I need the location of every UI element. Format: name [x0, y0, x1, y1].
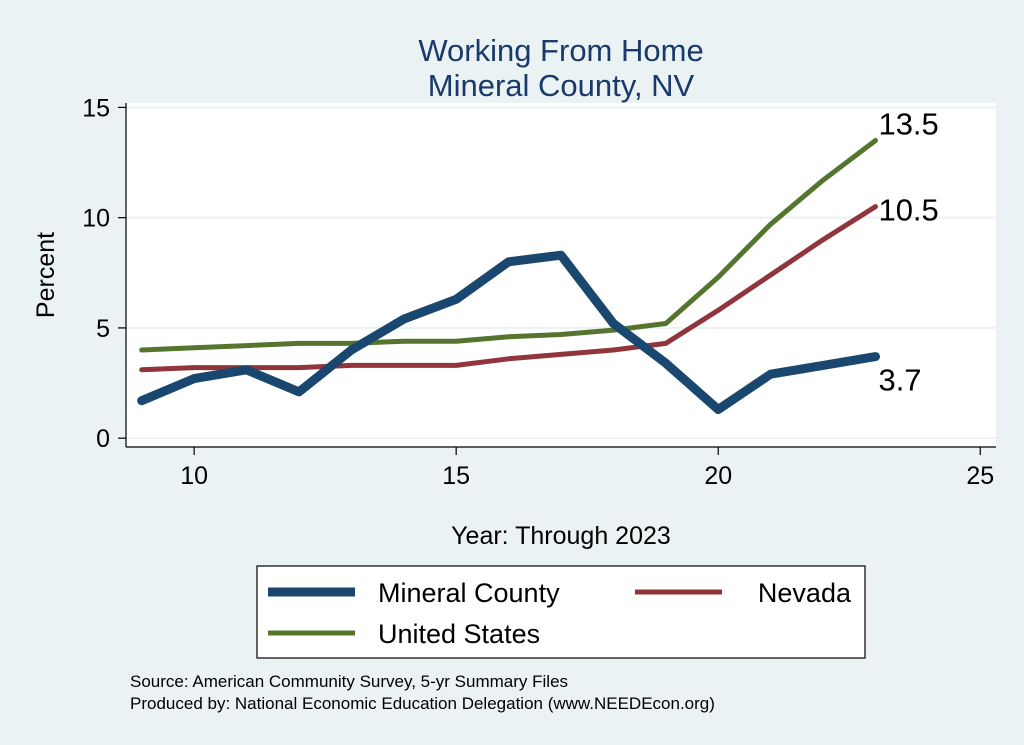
axes: 0 5 10 15 10 15 20 25 [82, 94, 996, 490]
x-tick-label: 15 [442, 462, 470, 490]
x-tick-label: 20 [704, 462, 732, 490]
series-line-mineral-county [137, 250, 880, 414]
gridlines [126, 106, 996, 440]
legend-box [256, 565, 866, 659]
y-tick-label: 0 [96, 425, 110, 453]
legend-label-nevada: Nevada [758, 578, 852, 608]
y-tick-label: 15 [82, 94, 110, 122]
plot-area [126, 103, 996, 447]
y-tick-label: 10 [82, 205, 110, 233]
x-axis-label: Year: Through 2023 [451, 522, 671, 550]
source-note: Source: American Community Survey, 5-yr … [130, 672, 568, 691]
legend-label-mineral-county: Mineral County [378, 578, 560, 608]
end-label-mineral-county: 3.7 [878, 363, 921, 398]
series-lines [137, 138, 880, 414]
end-label-nevada: 10.5 [878, 193, 938, 228]
series-line-united-states [139, 138, 878, 353]
legend: Mineral County Nevada United States [256, 565, 866, 659]
series-line-nevada [139, 204, 878, 373]
y-tick-label: 5 [96, 315, 110, 343]
chart-title: Working From Home [418, 33, 703, 68]
x-tick-label: 10 [180, 462, 208, 490]
legend-label-united-states: United States [378, 619, 540, 649]
chart-subtitle: Mineral County, NV [428, 68, 695, 103]
producer-note: Produced by: National Economic Education… [130, 694, 715, 713]
end-label-united-states: 13.5 [878, 106, 938, 141]
y-axis-label: Percent [32, 232, 60, 318]
end-labels: 3.7 10.5 13.5 [878, 106, 938, 397]
x-tick-label: 25 [966, 462, 994, 490]
